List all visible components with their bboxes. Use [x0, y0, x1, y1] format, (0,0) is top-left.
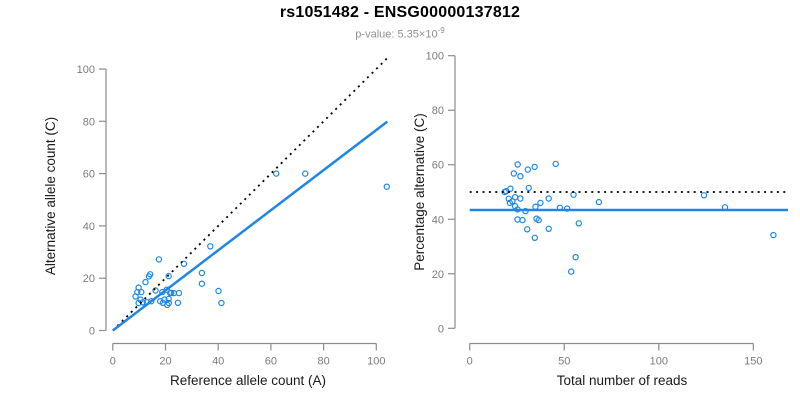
- data-point: [524, 166, 532, 173]
- y-tick-label: 20: [83, 273, 95, 285]
- data-point: [198, 269, 206, 277]
- data-point: [168, 289, 175, 296]
- x-tick-label: 60: [265, 356, 277, 368]
- x-tick-label: 0: [110, 356, 116, 368]
- data-point: [532, 203, 539, 210]
- data-point: [152, 287, 159, 294]
- data-point: [155, 256, 163, 263]
- data-point: [165, 299, 173, 307]
- data-point: [510, 170, 517, 177]
- y-tick-label: 40: [432, 214, 444, 226]
- data-point: [572, 254, 579, 261]
- data-point: [545, 195, 552, 202]
- p-value-subtitle: p-value: 5.35×10-9: [0, 26, 800, 41]
- data-point: [535, 216, 542, 224]
- data-point: [383, 183, 390, 190]
- x-axis-title: Reference allele count (A): [170, 373, 326, 388]
- data-point: [700, 192, 708, 199]
- y-tick-label: 60: [432, 160, 444, 172]
- data-point: [514, 161, 521, 168]
- data-point: [142, 278, 149, 286]
- data-point: [525, 184, 532, 192]
- y-tick-label: 60: [83, 169, 95, 181]
- y-axis-title: Percentage alternative (C): [412, 113, 427, 271]
- data-point: [770, 231, 777, 239]
- p-value-exponent: -9: [437, 26, 445, 35]
- data-point: [531, 163, 538, 171]
- page-title: rs1051482 - ENSG00000137812: [279, 4, 521, 21]
- y-tick-label: 80: [83, 116, 95, 128]
- data-point: [514, 216, 521, 223]
- data-point: [545, 225, 552, 232]
- data-point: [507, 185, 514, 192]
- right-plot: 0 20 40 60 80 100 0 50 100 150 Total number of rea…: [412, 51, 788, 388]
- data-point: [524, 226, 531, 233]
- left-plot: 0 20 40 60 80 100 0 20 40 60 80 100 Reference allele…: [43, 57, 390, 388]
- data-point: [537, 199, 544, 207]
- y-tick-label: 100: [77, 64, 95, 76]
- data-point: [174, 299, 182, 306]
- data-point: [161, 296, 168, 303]
- data-point: [135, 284, 142, 291]
- x-tick-label: 80: [317, 356, 329, 368]
- p-value-text: p-value: 5.35×10: [355, 28, 438, 41]
- x-tick-label: 50: [558, 356, 570, 368]
- data-point: [138, 288, 145, 296]
- data-point: [517, 172, 524, 180]
- data-point: [575, 220, 583, 227]
- data-point: [198, 280, 206, 287]
- data-point: [517, 195, 524, 202]
- data-point: [215, 287, 222, 295]
- y-tick-label: 0: [89, 326, 95, 338]
- fit-line: [112, 120, 389, 332]
- y-tick-label: 40: [83, 221, 95, 233]
- x-tick-label: 100: [367, 356, 385, 368]
- data-point: [175, 289, 183, 297]
- data-point: [302, 170, 309, 177]
- data-point: [180, 260, 188, 267]
- data-point: [163, 286, 170, 293]
- x-tick-label: 150: [744, 356, 762, 368]
- data-point: [531, 234, 539, 241]
- x-tick-label: 20: [159, 356, 171, 368]
- data-point: [207, 243, 214, 250]
- data-point: [568, 268, 575, 275]
- data-point: [146, 271, 154, 278]
- data-point: [273, 170, 280, 177]
- y-tick-label: 20: [432, 269, 444, 281]
- x-tick-label: 40: [212, 356, 224, 368]
- x-tick-label: 0: [467, 356, 473, 368]
- y-tick-label: 100: [426, 51, 444, 63]
- x-tick-label: 100: [650, 356, 668, 368]
- data-point: [519, 216, 526, 224]
- y-axis-title: Alternative allele count (C): [43, 117, 58, 275]
- data-point: [595, 198, 603, 206]
- y-tick-label: 0: [438, 323, 444, 335]
- data-point: [511, 193, 519, 201]
- data-point: [218, 299, 225, 307]
- y-tick-label: 80: [432, 105, 444, 117]
- data-point: [165, 272, 172, 280]
- x-axis-title: Total number of reads: [557, 373, 688, 388]
- identity-line: [112, 57, 389, 332]
- data-point: [165, 295, 172, 303]
- data-point: [148, 298, 155, 305]
- data-point: [552, 160, 559, 168]
